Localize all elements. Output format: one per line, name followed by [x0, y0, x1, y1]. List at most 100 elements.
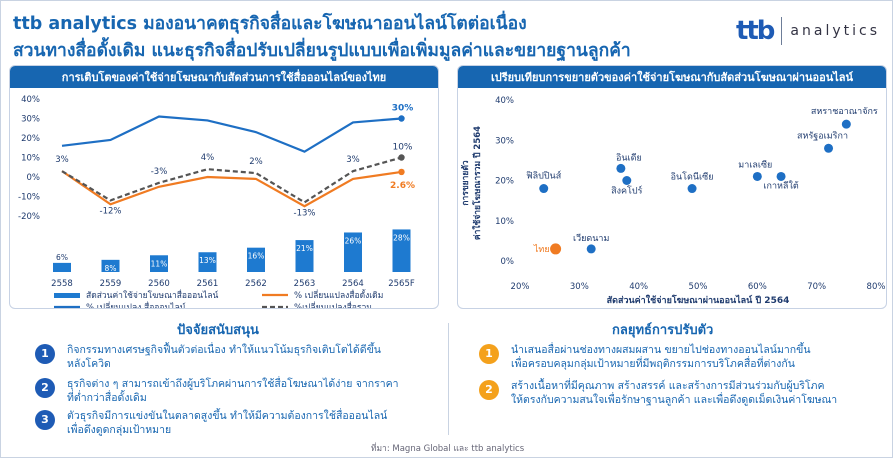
- logo-divider: [781, 17, 783, 45]
- strategy-title: กลยุทธ์การปรับตัว: [612, 323, 714, 338]
- y-tick-label: 0%: [501, 257, 515, 267]
- x-tick-label: 30%: [570, 282, 589, 292]
- ttb-analytics-logo: ttb analytics: [736, 13, 880, 49]
- point-label: มาเลเซีย: [738, 159, 772, 170]
- bar-data-label: 8%: [105, 264, 117, 273]
- bar: [344, 232, 362, 272]
- scatter-point: [550, 243, 562, 255]
- x-tick-label: 50%: [689, 282, 708, 292]
- bar: [198, 252, 217, 272]
- number-badge: 1: [479, 344, 499, 364]
- support-text: เพื่อดึงดูดกลุ่มเป้าหมาย: [67, 424, 172, 436]
- bar: [150, 255, 168, 272]
- y-tick-label: 10%: [21, 154, 40, 164]
- number-badge: 3: [35, 410, 55, 430]
- number-badge: 2: [35, 378, 55, 398]
- scatter-point: [841, 119, 851, 129]
- online-share-scatter: 0% 10% 20% 30% 40% 20% 30% 40% 50% 60% 70% 80% ไทย เว…: [460, 96, 886, 306]
- x-tick-label: 40%: [629, 282, 648, 292]
- x-tick-label: 80%: [867, 282, 886, 292]
- legend-label: %เปลี่ยนแปลงสื่อรวม: [294, 301, 372, 308]
- scatter-point: [776, 171, 786, 181]
- ad-growth-chart: 40% 30% 20% 10% 0% -10% -20% 6% 2558 8% 2559 11% 256…: [18, 95, 415, 313]
- x-axis-title: สัดส่วนค่าใช้จ่ายโฆษณาผ่านออนไลน์ ปี 256…: [607, 294, 790, 306]
- legend-label: % เปลี่ยนแปลง สื่อออนไลน์: [86, 301, 186, 308]
- x-tick-label: 60%: [748, 282, 767, 292]
- bar-data-label: 16%: [248, 252, 265, 261]
- series-line: [61, 115, 402, 153]
- number-badge: 2: [479, 380, 499, 400]
- scatter-point: [687, 184, 697, 194]
- scatter-point: [616, 163, 626, 173]
- support-text: หลังโควิด: [67, 358, 111, 370]
- bar-data-label: 28%: [393, 233, 410, 242]
- main-title: ttb analytics มองอนาคตธุรกิจสื่อและโฆษณา…: [13, 14, 527, 34]
- y-tick-label: 20%: [495, 177, 514, 187]
- point-label: สหรัฐอเมริกา: [797, 130, 848, 141]
- traditional-end-label: 2.6%: [390, 181, 415, 191]
- y-tick-label: 40%: [495, 96, 514, 106]
- bar-data-label: 21%: [296, 244, 313, 253]
- x-tick-label: 2565F: [388, 279, 415, 289]
- series-end-point: [398, 154, 405, 161]
- strategy-text: เพื่อครอบคลุมกลุ่มเป้าหมายที่มีพฤติกรรมก…: [511, 358, 795, 370]
- source-note: ที่มา: Magna Global และ ttb analytics: [370, 444, 525, 454]
- total-data-label: -13%: [294, 208, 316, 218]
- scatter-point: [622, 176, 632, 185]
- total-data-label: 3%: [55, 155, 69, 165]
- support-text: กิจกรรมทางเศรษฐกิจฟื้นตัวต่อเนื่อง ทำให้…: [67, 344, 381, 356]
- series-line: [61, 156, 402, 204]
- support-text: ที่ต่ำกว่าสื่อดั้งเดิม: [67, 392, 147, 404]
- strategy-text: ให้ตรงกับความสนใจเพื่อรักษาฐานลูกค้า และ…: [511, 394, 838, 406]
- total-data-label: -3%: [151, 167, 168, 177]
- series-line: [61, 170, 402, 208]
- scatter-point: [539, 184, 549, 194]
- logo-sub: analytics: [790, 23, 880, 39]
- total-data-label: 4%: [201, 153, 215, 163]
- support-item-1: 1 กิจกรรมทางเศรษฐกิจฟื้นตัวต่อเนื่อง ทำใ…: [35, 343, 381, 371]
- strategy-item-1: 1 นำเสนอสื่อผ่านช่องทางผสมผสาน ขยายไปช่อ…: [479, 343, 811, 371]
- total-end-label: 10%: [392, 143, 412, 153]
- point-label: ฟิลิปปินส์: [526, 170, 561, 182]
- support-item-2: 2 ธุรกิจต่าง ๆ สามารถเข้าถึงผู้บริโภคผ่า…: [35, 377, 399, 405]
- strategy-text: สร้างเนื้อหาที่มีคุณภาพ สร้างสรรค์ และสร…: [511, 380, 825, 392]
- section-divider: [448, 323, 449, 435]
- x-tick-label: 2564: [342, 279, 364, 289]
- x-tick-label: 2563: [294, 279, 316, 289]
- x-tick-label: 2561: [197, 279, 219, 289]
- x-tick-label: 20%: [511, 282, 530, 292]
- point-label: ไทย: [533, 244, 550, 255]
- online-end-label: 30%: [392, 104, 414, 114]
- bar: [247, 247, 265, 272]
- point-label: สหราชอาณาจักร: [811, 107, 878, 117]
- x-tick-label: 2562: [245, 279, 267, 289]
- support-item-3: 3 ตัวธุรกิจมีการแข่งขันในตลาดสูงขึ้น ทำใ…: [35, 409, 387, 437]
- number-badge: 1: [35, 344, 55, 364]
- y-tick-label: 40%: [21, 95, 40, 105]
- y-axis-title: ค่าใช้จ่ายโฆษณารวม ปี 2564: [472, 126, 483, 240]
- legend-label: % เปลี่ยนแปลงสื่อดั้งเดิม: [294, 289, 383, 301]
- ad-growth-chart-panel: การเติบโตของค่าใช้จ่ายโฆษณากับสัดส่วนการ…: [9, 65, 439, 313]
- x-tick-label: 2560: [148, 279, 170, 289]
- y-tick-label: 0%: [27, 173, 41, 183]
- scatter-point: [824, 143, 834, 153]
- support-text: ธุรกิจต่าง ๆ สามารถเข้าถึงผู้บริโภคผ่านก…: [67, 378, 399, 390]
- x-tick-label: 2558: [51, 279, 73, 289]
- bar: [392, 229, 411, 272]
- right-chart-heading: เปรียบเทียบการขยายตัวของค่าใช้จ่ายโฆษณาก…: [458, 66, 886, 88]
- bar: [101, 259, 120, 272]
- bar-data-label: 13%: [199, 256, 216, 265]
- total-data-label: 3%: [346, 155, 360, 165]
- point-label: เวียดนาม: [573, 233, 609, 244]
- total-data-label: 2%: [249, 157, 263, 167]
- strategy-item-2: 2 สร้างเนื้อหาที่มีคุณภาพ สร้างสรรค์ และ…: [479, 379, 837, 407]
- legend-swatch: [54, 293, 80, 298]
- bar: [53, 262, 71, 272]
- y-tick-label: -20%: [18, 212, 40, 222]
- point-label: เกาหลีใต้: [763, 180, 798, 191]
- y-tick-label: 20%: [21, 134, 40, 144]
- main-subtitle: สวนทางสื่อดั้งเดิม แนะธุรกิจสื่อปรับเปลี…: [13, 41, 631, 61]
- point-label: อินโดนีเซีย: [671, 172, 714, 183]
- y-tick-label: 30%: [495, 136, 514, 146]
